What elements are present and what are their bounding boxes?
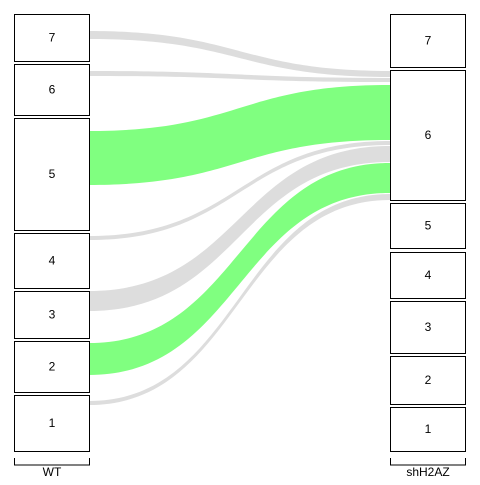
- node-wt-3: 3: [14, 291, 90, 339]
- node-shh2az-7: 7: [390, 14, 466, 68]
- node-wt-6: 6: [14, 64, 90, 116]
- axis-shh2az: shH2AZ: [390, 458, 466, 479]
- axis-label-wt: WT: [43, 465, 62, 479]
- node-label-wt-4: 4: [49, 254, 56, 268]
- node-label-wt-2: 2: [49, 360, 56, 374]
- node-label-wt-6: 6: [49, 83, 56, 97]
- flow-wt6-to-shh2az6: [89, 71, 390, 82]
- node-box-shh2az-7: [390, 14, 466, 68]
- node-box-wt-1: [14, 395, 90, 452]
- node-label-shh2az-7: 7: [425, 34, 432, 48]
- node-wt-1: 1: [14, 395, 90, 452]
- node-shh2az-3: 3: [390, 301, 466, 354]
- node-box-wt-7: [14, 14, 90, 62]
- node-box-shh2az-2: [390, 356, 466, 405]
- flow-wt1-to-shh2az6: [89, 194, 390, 405]
- node-wt-2: 2: [14, 341, 90, 393]
- node-shh2az-5: 5: [390, 203, 466, 249]
- node-box-shh2az-4: [390, 252, 466, 299]
- node-label-wt-1: 1: [49, 416, 56, 430]
- node-box-wt-3: [14, 291, 90, 339]
- node-shh2az-1: 1: [390, 407, 466, 452]
- axis-label-shh2az: shH2AZ: [406, 465, 449, 479]
- node-box-shh2az-5: [390, 203, 466, 249]
- node-label-wt-5: 5: [49, 167, 56, 181]
- flows-layer: [89, 31, 390, 405]
- node-label-shh2az-3: 3: [425, 320, 432, 334]
- node-box-shh2az-6: [390, 70, 466, 201]
- node-box-shh2az-1: [390, 407, 466, 452]
- nodes-layer: 7 6 5 4 3 2 1 7 6 5 4 3 2 1: [14, 14, 466, 452]
- flow-wt7-to-shh2az6: [89, 31, 390, 77]
- node-box-wt-4: [14, 233, 90, 289]
- node-wt-5: 5: [14, 118, 90, 231]
- node-shh2az-6: 6: [390, 70, 466, 201]
- axis-bracket-shh2az: [390, 458, 466, 466]
- flow-wt2-to-shh2az6: [89, 163, 390, 375]
- axis-bracket-wt: [14, 458, 90, 466]
- node-label-shh2az-2: 2: [425, 373, 432, 387]
- axis-wt: WT: [14, 458, 90, 479]
- node-shh2az-2: 2: [390, 356, 466, 405]
- node-box-wt-6: [14, 64, 90, 116]
- node-box-wt-5: [14, 118, 90, 231]
- axes-layer: WT shH2AZ: [14, 458, 466, 479]
- node-box-shh2az-3: [390, 301, 466, 354]
- node-label-wt-7: 7: [49, 31, 56, 45]
- node-label-shh2az-1: 1: [425, 422, 432, 436]
- flow-wt4-to-shh2az6: [89, 141, 390, 240]
- node-shh2az-4: 4: [390, 252, 466, 299]
- flow-wt3-to-shh2az6: [89, 146, 390, 311]
- node-label-shh2az-5: 5: [425, 219, 432, 233]
- node-label-shh2az-6: 6: [425, 128, 432, 142]
- node-label-wt-3: 3: [49, 308, 56, 322]
- node-label-shh2az-4: 4: [425, 268, 432, 282]
- node-wt-7: 7: [14, 14, 90, 62]
- node-wt-4: 4: [14, 233, 90, 289]
- node-box-wt-2: [14, 341, 90, 393]
- flow-wt5-to-shh2az6: [89, 85, 390, 185]
